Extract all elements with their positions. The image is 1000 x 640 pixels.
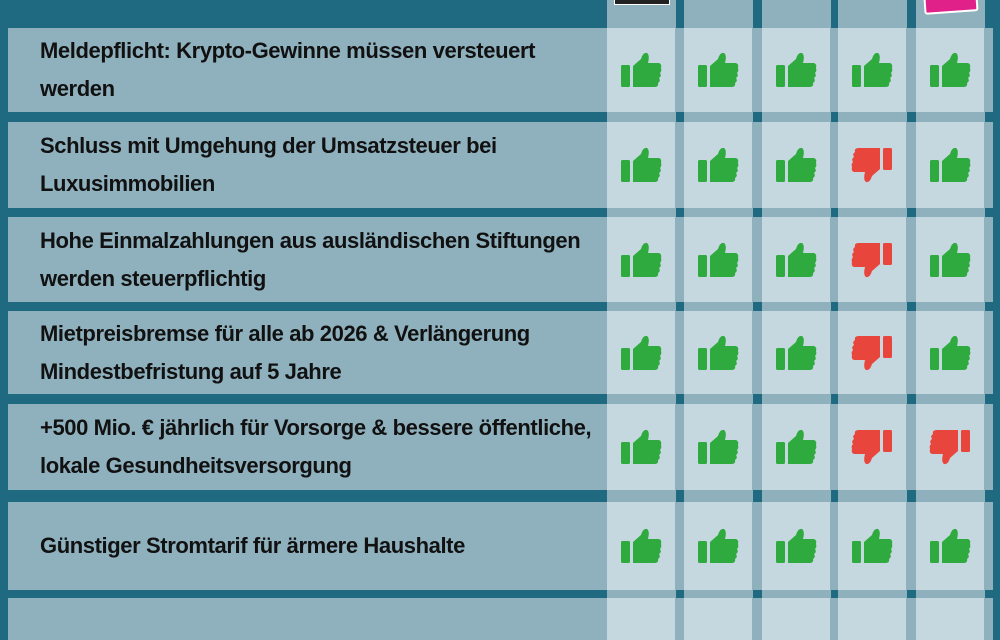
thumbs-down-icon (851, 146, 893, 184)
thumbs-up-icon (929, 51, 971, 89)
vote-cell (607, 217, 675, 302)
vote-cell (916, 122, 984, 208)
thumbs-up-icon (620, 146, 662, 184)
vote-cell (916, 217, 984, 302)
vote-cell (684, 311, 752, 394)
party-1-logo (614, 0, 670, 5)
thumbs-up-icon (697, 51, 739, 89)
vote-cell (684, 502, 752, 590)
vote-cell (762, 122, 830, 208)
thumbs-up-icon (697, 334, 739, 372)
thumbs-up-icon (775, 527, 817, 565)
thumbs-up-icon (851, 527, 893, 565)
vote-cell (916, 598, 984, 640)
vote-cell (916, 502, 984, 590)
thumbs-up-icon (697, 428, 739, 466)
table-row: Mietpreisbremse für alle ab 2026 & Verlä… (8, 311, 993, 394)
thumbs-up-icon (620, 527, 662, 565)
row-label: Günstiger Stromtarif für ärmere Haushalt… (40, 533, 465, 558)
table-row: Meldepflicht: Krypto-Gewinne müssen vers… (8, 28, 993, 112)
table-row: Hohe Einmalzahlungen aus ausländischen S… (8, 217, 993, 302)
thumbs-up-icon (620, 241, 662, 279)
thumbs-up-icon (775, 428, 817, 466)
row-label: Meldepflicht: Krypto-Gewinne müssen vers… (40, 38, 536, 101)
vote-cell (762, 404, 830, 490)
thumbs-down-icon (851, 334, 893, 372)
thumbs-up-icon (929, 146, 971, 184)
thumbs-up-icon (929, 334, 971, 372)
vote-cell (838, 311, 906, 394)
thumbs-up-icon (775, 334, 817, 372)
row-label (8, 598, 607, 640)
vote-cell (838, 502, 906, 590)
thumbs-up-icon (775, 146, 817, 184)
vote-cell (684, 122, 752, 208)
vote-cell (838, 404, 906, 490)
thumbs-up-icon (620, 51, 662, 89)
thumbs-up-icon (697, 241, 739, 279)
vote-cell (838, 28, 906, 112)
vote-cell (684, 404, 752, 490)
table-row: +500 Mio. € jährlich für Vorsorge & bess… (8, 404, 993, 490)
thumbs-up-icon (775, 51, 817, 89)
vote-cell (684, 598, 752, 640)
vote-cell (684, 217, 752, 302)
table-row (8, 598, 993, 640)
vote-cell (607, 28, 675, 112)
vote-cell (607, 404, 675, 490)
vote-cell (762, 598, 830, 640)
vote-cell (838, 598, 906, 640)
thumbs-up-icon (620, 428, 662, 466)
vote-cell (762, 502, 830, 590)
thumbs-down-icon (929, 428, 971, 466)
vote-cell (762, 311, 830, 394)
thumbs-up-icon (697, 527, 739, 565)
vote-cell (762, 28, 830, 112)
thumbs-up-icon (929, 241, 971, 279)
table-row: Günstiger Stromtarif für ärmere Haushalt… (8, 502, 993, 590)
vote-cell (838, 217, 906, 302)
vote-cell (916, 404, 984, 490)
vote-cell (838, 122, 906, 208)
thumbs-up-icon (851, 51, 893, 89)
vote-cell (607, 122, 675, 208)
thumbs-up-icon (929, 527, 971, 565)
thumbs-up-icon (775, 241, 817, 279)
vote-cell (916, 311, 984, 394)
vote-cell (607, 598, 675, 640)
row-label: Hohe Einmalzahlungen aus ausländischen S… (40, 227, 581, 291)
vote-cell (684, 28, 752, 112)
row-label: Mietpreisbremse für alle ab 2026 & Verlä… (40, 320, 530, 384)
vote-cell (607, 502, 675, 590)
table-row: Schluss mit Umgehung der Umsatzsteuer be… (8, 122, 993, 208)
thumbs-down-icon (851, 428, 893, 466)
row-label: Schluss mit Umgehung der Umsatzsteuer be… (40, 133, 497, 196)
vote-cell (762, 217, 830, 302)
thumbs-up-icon (620, 334, 662, 372)
thumbs-up-icon (697, 146, 739, 184)
vote-cell (916, 28, 984, 112)
row-label: +500 Mio. € jährlich für Vorsorge & bess… (40, 415, 592, 478)
thumbs-down-icon (851, 241, 893, 279)
vote-cell (607, 311, 675, 394)
